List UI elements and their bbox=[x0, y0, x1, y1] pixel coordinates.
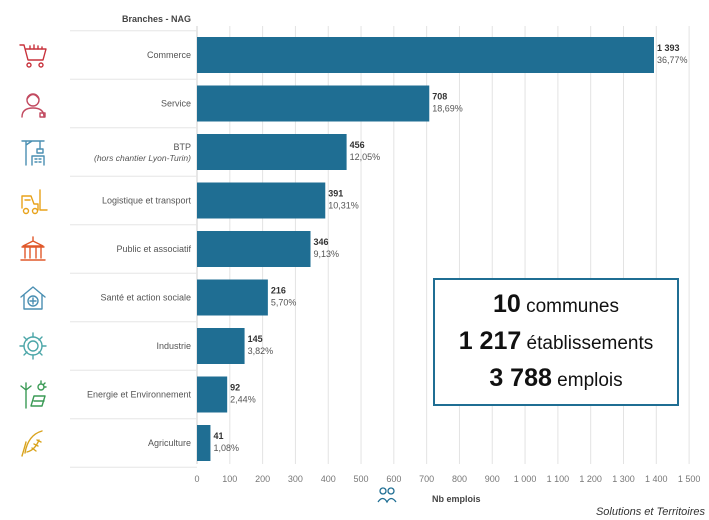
x-tick-label: 1 400 bbox=[645, 474, 668, 484]
x-tick-label: 0 bbox=[194, 474, 199, 484]
value-label: 92 bbox=[230, 383, 240, 393]
category-label: Santé et action sociale bbox=[100, 293, 191, 303]
kpi-communes-label: communes bbox=[526, 295, 619, 317]
percent-label: 12,05% bbox=[350, 152, 381, 162]
x-tick-label: 800 bbox=[452, 474, 467, 484]
percent-label: 10,31% bbox=[328, 201, 359, 211]
industry-gear-icon bbox=[18, 331, 48, 361]
bar bbox=[197, 328, 245, 364]
bar bbox=[197, 425, 211, 461]
category-label: Energie et Environnement bbox=[87, 390, 192, 400]
x-tick-label: 400 bbox=[321, 474, 336, 484]
x-tick-label: 1 000 bbox=[514, 474, 537, 484]
wind-solar-energy-icon bbox=[18, 379, 48, 410]
x-tick-label: 600 bbox=[386, 474, 401, 484]
kpi-summary-box: 10 communes 1 217 établissements 3 788 e… bbox=[433, 278, 679, 406]
category-label: Industrie bbox=[156, 341, 191, 351]
x-tick-label: 900 bbox=[485, 474, 500, 484]
bar bbox=[197, 231, 311, 267]
x-tick-label: 1 200 bbox=[579, 474, 602, 484]
percent-label: 1,08% bbox=[213, 443, 239, 453]
x-tick-label: 100 bbox=[222, 474, 237, 484]
bar bbox=[197, 279, 268, 316]
x-tick-label: 700 bbox=[419, 474, 434, 484]
bar bbox=[197, 37, 654, 73]
x-axis-label: Nb emplois bbox=[432, 494, 481, 504]
x-tick-label: 1 500 bbox=[678, 474, 701, 484]
forklift-icon bbox=[18, 186, 48, 216]
percent-label: 3,82% bbox=[248, 346, 274, 356]
bar bbox=[197, 134, 347, 170]
kpi-emplois-label: emplois bbox=[557, 369, 623, 391]
percent-label: 18,69% bbox=[432, 104, 463, 114]
kpi-emplois: 3 788 emplois bbox=[489, 361, 622, 398]
kpi-communes: 10 communes bbox=[493, 287, 619, 324]
value-label: 145 bbox=[248, 334, 263, 344]
bar bbox=[197, 85, 430, 122]
corn-icon bbox=[18, 428, 48, 458]
x-tick-label: 200 bbox=[255, 474, 270, 484]
value-label: 346 bbox=[314, 237, 329, 247]
kpi-etablissements-label: établissements bbox=[526, 332, 654, 354]
source-note: Solutions et Territoires bbox=[595, 506, 705, 518]
category-label: Logistique et transport bbox=[102, 196, 192, 206]
category-sublabel: (hors chantier Lyon-Turin) bbox=[94, 153, 191, 163]
percent-label: 36,77% bbox=[657, 55, 688, 65]
kpi-emplois-value: 3 788 bbox=[489, 363, 552, 392]
percent-label: 5,70% bbox=[271, 298, 297, 308]
value-label: 216 bbox=[271, 286, 286, 296]
kpi-communes-value: 10 bbox=[492, 289, 521, 318]
public-building-icon bbox=[18, 234, 48, 264]
category-label: Public et associatif bbox=[116, 244, 191, 254]
kpi-etablissements-value: 1 217 bbox=[458, 326, 522, 355]
percent-label: 2,44% bbox=[230, 395, 256, 405]
value-label: 391 bbox=[328, 189, 343, 199]
health-house-icon bbox=[18, 283, 48, 313]
percent-label: 9,13% bbox=[314, 249, 340, 259]
bar bbox=[197, 376, 228, 413]
shopping-cart-icon bbox=[18, 40, 48, 70]
category-label: Service bbox=[161, 99, 191, 109]
x-tick-label: 300 bbox=[288, 474, 303, 484]
people-group-icon bbox=[377, 487, 397, 504]
service-person-icon bbox=[18, 89, 48, 119]
kpi-etablissements: 1 217 établissements bbox=[459, 324, 654, 361]
value-label: 708 bbox=[432, 92, 447, 102]
category-label: Commerce bbox=[147, 50, 191, 60]
x-tick-label: 500 bbox=[354, 474, 369, 484]
column-header: Branches - NAG bbox=[122, 14, 192, 24]
value-label: 456 bbox=[350, 140, 365, 150]
value-label: 41 bbox=[213, 431, 223, 441]
category-label: BTP bbox=[173, 142, 191, 152]
x-tick-label: 1 300 bbox=[612, 474, 635, 484]
x-tick-label: 1 100 bbox=[547, 474, 570, 484]
construction-crane-icon bbox=[18, 137, 48, 167]
category-label: Agriculture bbox=[148, 438, 191, 448]
value-label: 1 393 bbox=[657, 43, 680, 53]
bar bbox=[197, 182, 326, 219]
